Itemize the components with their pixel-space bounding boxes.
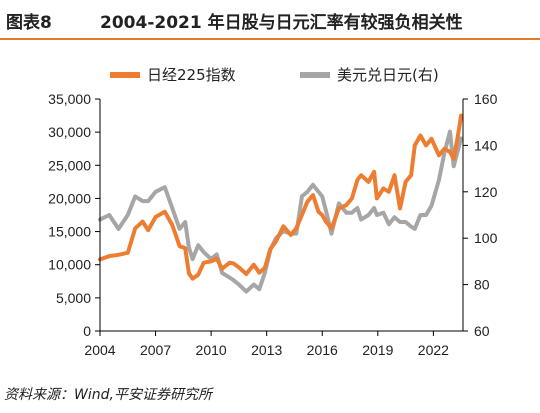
x-tick-label: 2019 xyxy=(362,342,393,358)
x-tick-label: 2010 xyxy=(196,342,227,358)
figure-label: 图表8 xyxy=(6,13,52,33)
y-left-tick-label: 25,000 xyxy=(48,157,91,173)
y-left-tick-label: 35,000 xyxy=(48,91,91,107)
source-note: 资料来源：Wind,平安证券研究所 xyxy=(4,387,212,403)
plot-area xyxy=(98,113,464,294)
x-tick-label: 2007 xyxy=(140,342,171,358)
figure-header: 图表8 2004-2021 年日股与日元汇率有较强负相关性 xyxy=(0,0,540,40)
y-right-tick-label: 80 xyxy=(474,277,490,293)
y-left-tick-label: 10,000 xyxy=(48,257,91,273)
series-line-nikkei xyxy=(98,113,464,281)
legend-label-usdjpy: 美元兑日元(右) xyxy=(337,66,439,84)
x-tick-label: 2013 xyxy=(251,342,282,358)
y-right-tick-label: 100 xyxy=(474,230,498,246)
y-left-tick-label: 0 xyxy=(83,323,91,339)
y-left-tick-label: 20,000 xyxy=(48,190,91,206)
chart-title: 2004-2021 年日股与日元汇率有较强负相关性 xyxy=(100,13,463,33)
y-left-tick-label: 30,000 xyxy=(48,124,91,140)
x-tick-label: 2004 xyxy=(84,342,115,358)
y-right-tick-label: 140 xyxy=(474,137,498,153)
x-tick-label: 2022 xyxy=(418,342,449,358)
y-right-tick-label: 60 xyxy=(474,323,490,339)
y-left-tick-label: 15,000 xyxy=(48,224,91,240)
y-right-tick-label: 120 xyxy=(474,184,498,200)
legend-label-nikkei: 日经225指数 xyxy=(147,66,236,84)
legend: 日经225指数 美元兑日元(右) xyxy=(110,66,439,84)
y-left-tick-label: 5,000 xyxy=(56,290,91,306)
y-right-tick-label: 160 xyxy=(474,91,498,107)
chart: 日经225指数 美元兑日元(右) 0 5,000 10,000 15,000 20,00… xyxy=(48,66,497,358)
axes: 0 5,000 10,000 15,000 20,000 25,000 30,000 35,0… xyxy=(48,91,497,358)
series-line-usdjpy xyxy=(98,129,464,294)
x-tick-label: 2016 xyxy=(307,342,338,358)
